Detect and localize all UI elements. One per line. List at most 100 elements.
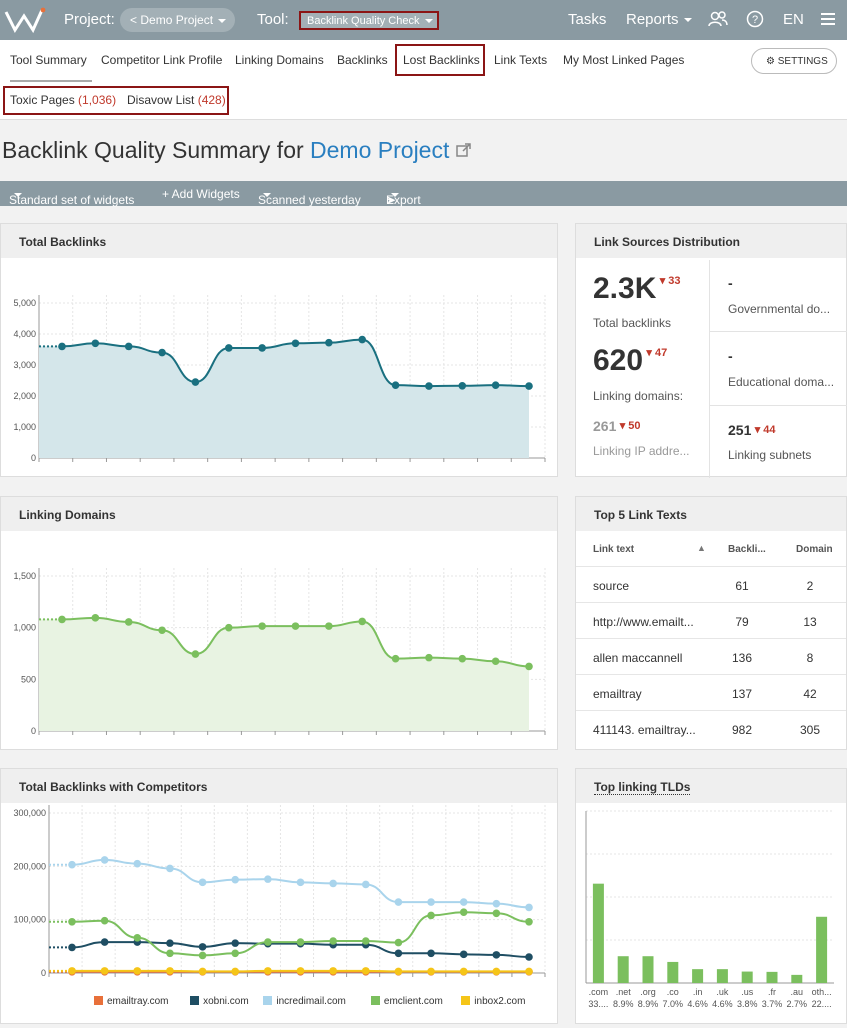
column-header-domains[interactable]: Domain xyxy=(796,544,833,555)
column-header-link-text[interactable]: Link text xyxy=(593,544,635,555)
y-tick-label: 100,000 xyxy=(13,915,46,925)
data-point xyxy=(100,916,109,925)
linking-ips-metric[interactable]: 261 ▾ 50 xyxy=(593,418,641,434)
help-icon[interactable]: ? xyxy=(746,10,764,28)
data-point xyxy=(166,967,174,975)
legend-label: emclient.com xyxy=(383,996,443,1007)
tld-category-label: .co xyxy=(667,987,679,997)
data-point xyxy=(459,908,468,916)
competitors-card: Total Backlinks with Competitors 0 100,00… xyxy=(0,768,558,1024)
project-dropdown[interactable]: < Demo Project xyxy=(120,8,235,32)
metric-value: 2.3K xyxy=(593,272,657,305)
tld-bar xyxy=(692,969,704,983)
data-point xyxy=(525,662,533,671)
data-point xyxy=(291,339,300,348)
row-divider xyxy=(576,602,846,603)
total-backlinks-metric[interactable]: 2.3K ▾ 33 xyxy=(593,272,681,306)
users-icon[interactable] xyxy=(708,10,728,28)
tld-bar xyxy=(716,969,728,983)
legend-swatch xyxy=(190,996,200,1005)
link-text-cell[interactable]: source xyxy=(593,579,630,593)
column-header-backlinks[interactable]: Backli... xyxy=(728,544,766,555)
tab-backlinks[interactable]: Backlinks xyxy=(337,53,388,67)
tld-category-label: oth... xyxy=(812,987,832,997)
data-point xyxy=(133,967,142,975)
tld-category-label: .au xyxy=(791,987,804,997)
series-line xyxy=(71,911,530,957)
tld-bar xyxy=(741,971,753,983)
data-point xyxy=(91,614,100,622)
data-point xyxy=(394,949,403,958)
tab-lost-backlinks[interactable]: Lost Backlinks xyxy=(403,53,480,67)
subnets-metric[interactable]: 251 ▾ 44 xyxy=(728,422,776,438)
settings-label: SETTINGS xyxy=(777,56,828,67)
tab-competitor-link-profile[interactable]: Competitor Link Profile xyxy=(101,53,223,67)
y-tick-label: 0 xyxy=(31,453,36,463)
tab-tool-summary[interactable]: Tool Summary xyxy=(10,53,92,82)
link-text-cell[interactable]: 411143. emailtray... xyxy=(593,723,696,737)
card-title: Linking Domains xyxy=(1,497,557,531)
tool-dropdown[interactable]: Backlink Quality Check xyxy=(299,11,439,30)
data-point xyxy=(158,348,166,357)
subtab-toxic-pages[interactable]: Toxic Pages (1,036) xyxy=(10,93,116,107)
add-widgets-button[interactable]: + Add Widgets xyxy=(162,187,240,201)
reports-menu[interactable]: Reports xyxy=(626,11,692,28)
data-point xyxy=(291,622,300,630)
tld-bar xyxy=(766,971,778,983)
y-tick-label: 1,000 xyxy=(13,422,36,432)
data-point xyxy=(458,654,467,663)
data-point xyxy=(427,949,435,958)
disavow-count: (428) xyxy=(197,93,226,107)
tld-percent-label: 8.9% xyxy=(613,999,634,1009)
legend-item[interactable]: emailtray.com xyxy=(94,996,169,1007)
data-point xyxy=(394,967,403,976)
language-selector[interactable]: EN xyxy=(783,11,804,28)
legend-item[interactable]: emclient.com xyxy=(370,996,443,1007)
legend-item[interactable]: inbox2.com xyxy=(461,996,525,1007)
subtab-disavow-list[interactable]: Disavow List (428) xyxy=(127,93,226,107)
sort-icon[interactable]: ▲ xyxy=(697,543,706,553)
data-point xyxy=(191,650,200,658)
reports-label: Reports xyxy=(626,11,679,28)
app-logo[interactable] xyxy=(4,6,46,34)
legend-item[interactable]: incredimail.com xyxy=(263,996,346,1007)
link-text-cell[interactable]: emailtray xyxy=(593,687,642,701)
data-point xyxy=(264,967,272,975)
tab-linking-domains[interactable]: Linking Domains xyxy=(235,53,324,67)
legend-swatch xyxy=(263,996,273,1005)
y-tick-label: 3,000 xyxy=(13,360,36,370)
data-point xyxy=(231,939,240,947)
project-link[interactable]: Demo Project xyxy=(310,137,450,163)
metric-label: Linking subnets xyxy=(728,448,812,462)
legend-item[interactable]: xobni.com xyxy=(190,996,249,1007)
tasks-link[interactable]: Tasks xyxy=(568,11,607,28)
linking-domains-metric[interactable]: 620 ▾ 47 xyxy=(593,344,667,378)
tld-category-label: .uk xyxy=(716,987,729,997)
data-point xyxy=(394,938,403,947)
data-point xyxy=(329,967,337,975)
gear-icon: ⚙ xyxy=(766,56,775,67)
metric-label: Linking domains: xyxy=(593,389,684,403)
settings-button[interactable]: ⚙ SETTINGS xyxy=(751,48,837,74)
tld-bar xyxy=(667,961,679,983)
metric-label: Total backlinks xyxy=(593,316,672,330)
row-divider xyxy=(576,674,846,675)
external-link-icon[interactable] xyxy=(456,142,472,158)
legend-label: emailtray.com xyxy=(107,996,169,1007)
data-point xyxy=(391,381,400,389)
data-point xyxy=(224,623,233,632)
y-tick-label: 300,000 xyxy=(13,808,46,818)
tab-my-most-linked-pages[interactable]: My Most Linked Pages xyxy=(563,53,685,67)
highlight-box xyxy=(3,86,229,115)
legend-swatch xyxy=(94,996,103,1005)
link-text-cell[interactable]: allen maccannell xyxy=(593,651,683,665)
y-tick-label: 5,000 xyxy=(13,298,36,308)
data-point xyxy=(358,617,367,626)
link-text-cell[interactable]: http://www.emailt... xyxy=(593,615,694,629)
subtab-label: Toxic Pages xyxy=(10,93,75,107)
data-point xyxy=(100,938,109,946)
tld-percent-label: 2.7% xyxy=(787,999,808,1009)
highlight-box xyxy=(395,44,485,76)
tab-link-texts[interactable]: Link Texts xyxy=(494,53,548,67)
hamburger-menu-icon[interactable] xyxy=(821,12,835,26)
